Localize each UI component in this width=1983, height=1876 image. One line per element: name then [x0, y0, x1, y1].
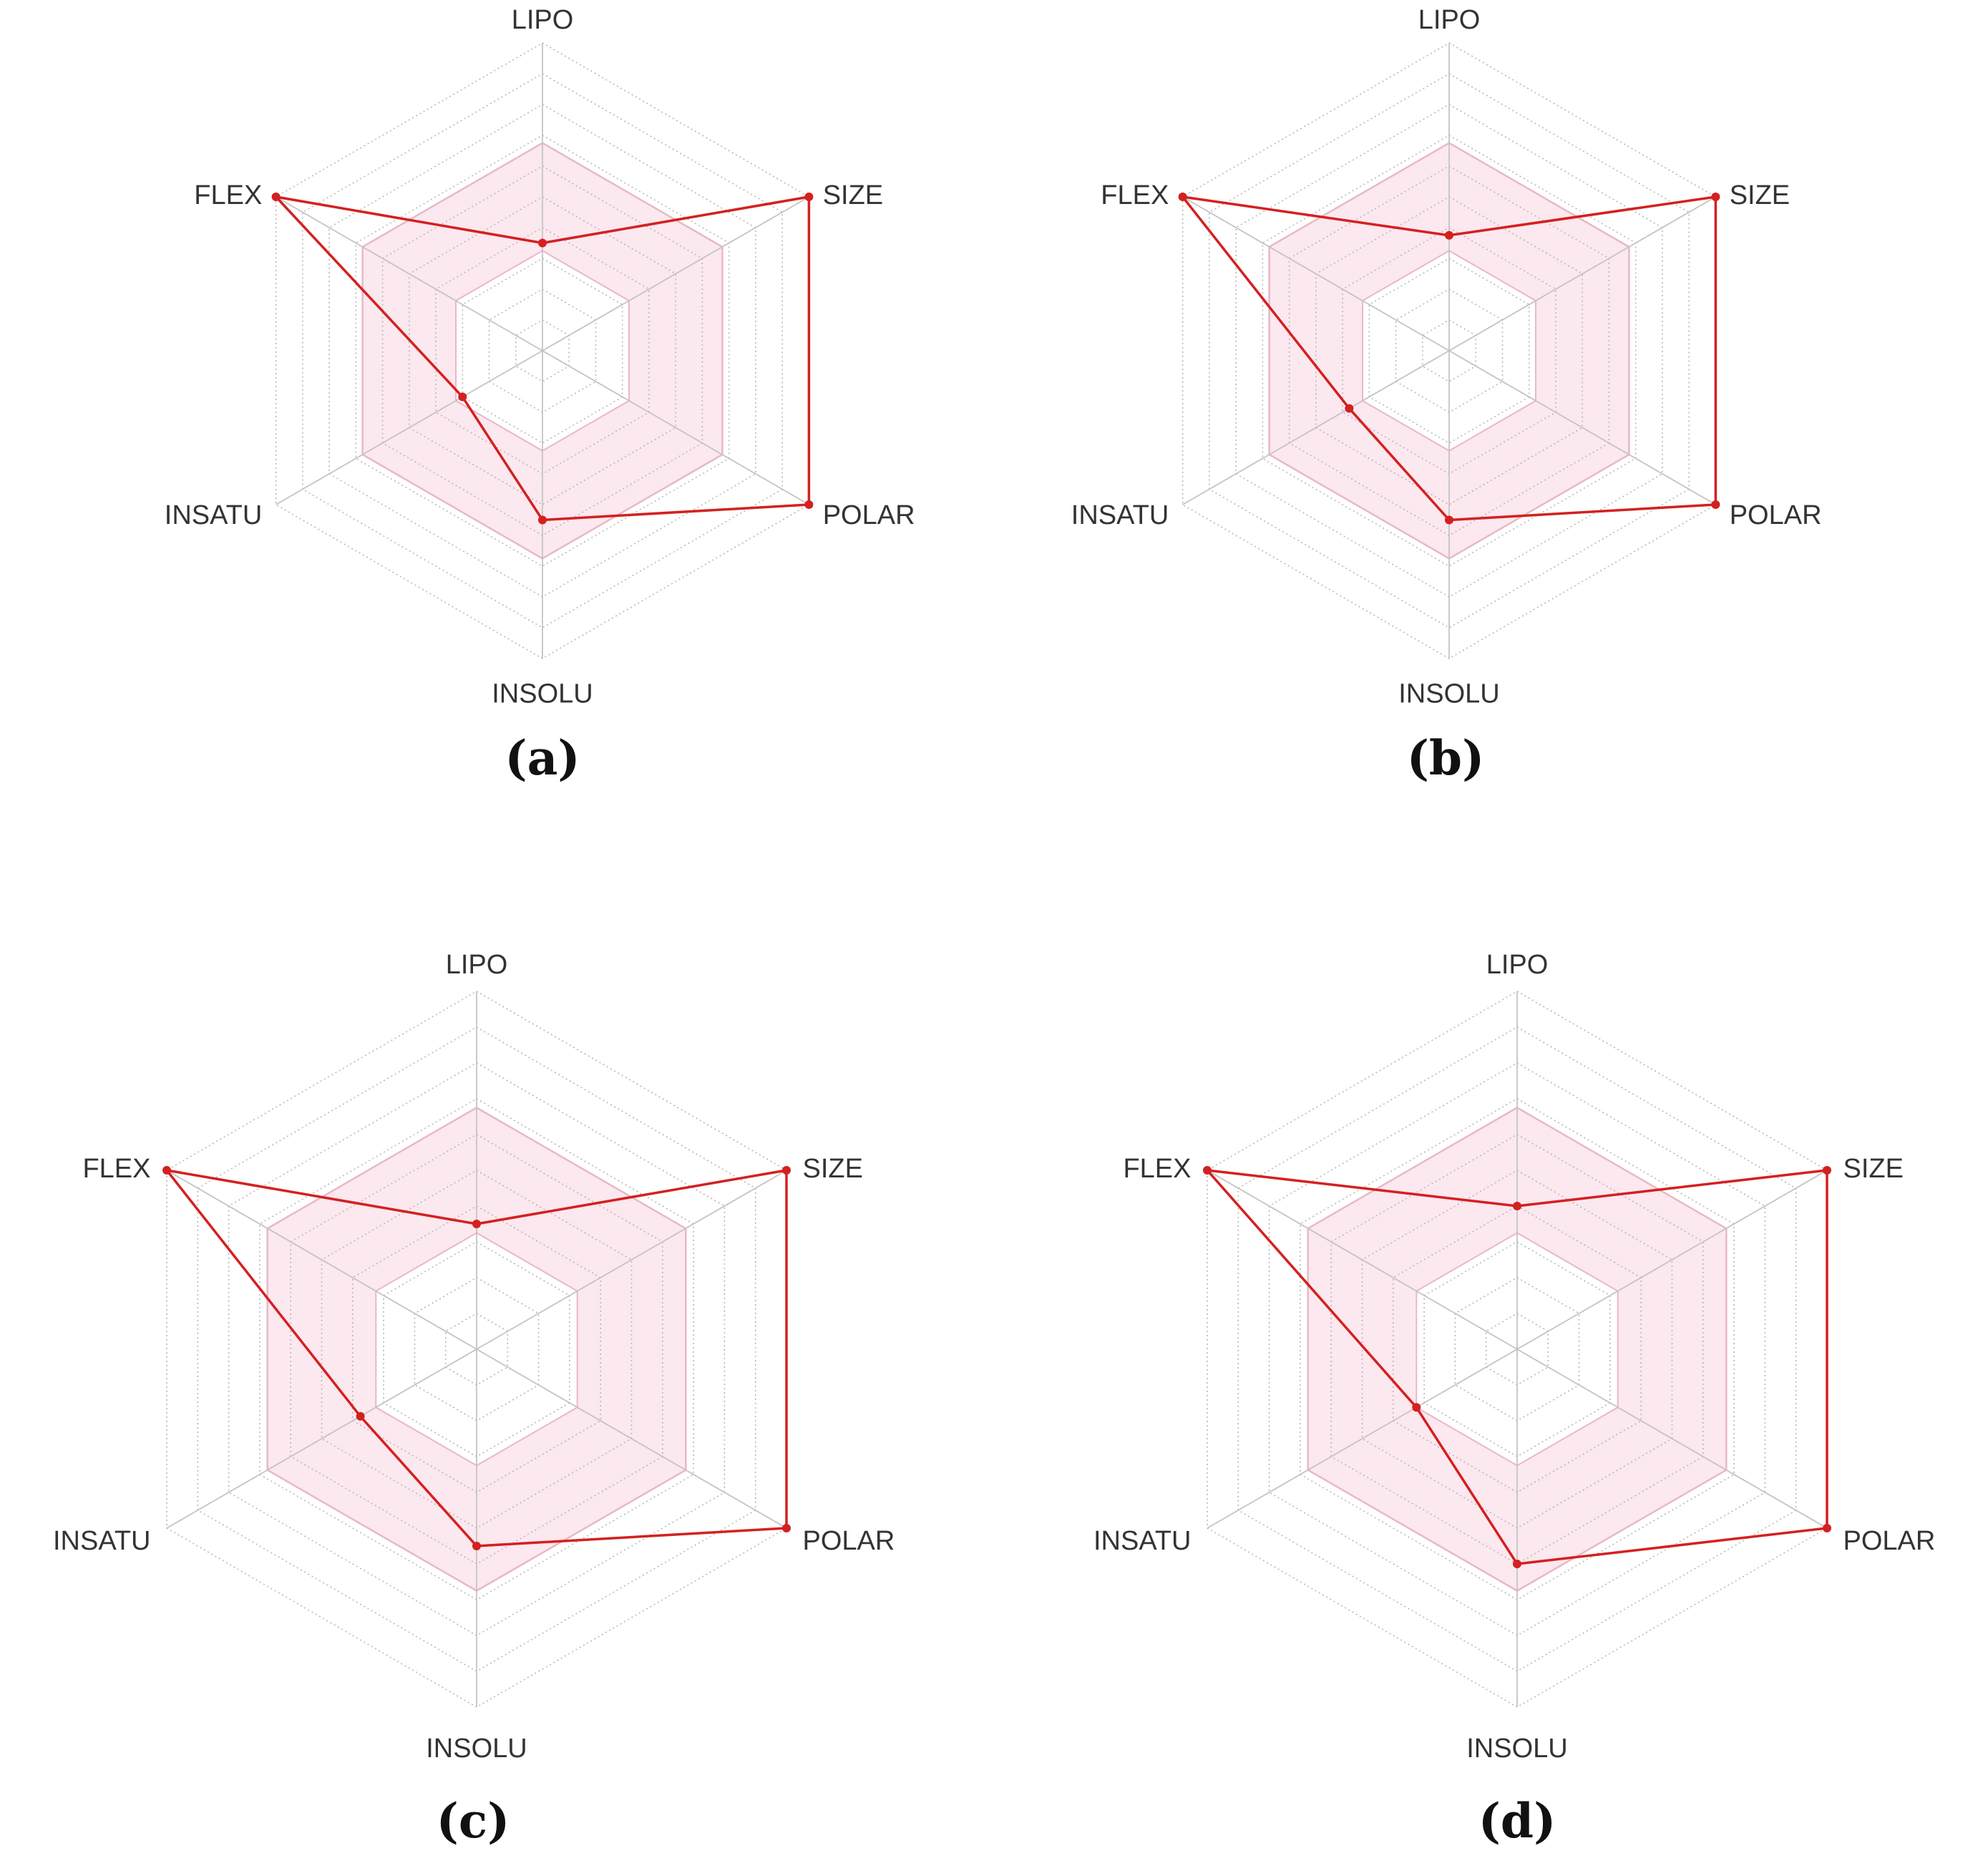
axis-label-insatu: INSATU [1071, 500, 1169, 530]
axis-spoke-flex [276, 196, 543, 351]
optimal-range-band [362, 142, 723, 559]
radar-panel-b: LIPO SIZE POLAR INSOLU INSATU FLEX (b) [991, 0, 1983, 816]
axis-label-lipo: LIPO [1486, 950, 1549, 980]
data-point-size [804, 193, 814, 201]
data-point-insatu [458, 392, 467, 402]
axis-label-insatu: INSATU [53, 1526, 151, 1556]
axis-label-flex: FLEX [194, 180, 262, 210]
grid-group [166, 991, 787, 1708]
radar-panel-a: LIPO SIZE POLAR INSOLU INSATU FLEX (a) [0, 0, 991, 816]
axis-spoke-insatu [166, 1348, 477, 1529]
axis-spoke-polar [542, 350, 809, 505]
data-point-insolu [1445, 515, 1453, 525]
axis-label-insolu: INSOLU [492, 679, 593, 709]
axis-label-flex: FLEX [82, 1154, 150, 1184]
axis-spoke-size [1448, 196, 1716, 351]
panel-caption-b: (b) [1406, 730, 1485, 786]
data-point-lipo [538, 238, 547, 248]
series-group [271, 193, 814, 525]
axis-label-lipo: LIPO [446, 950, 508, 980]
data-point-polar [1823, 1524, 1831, 1532]
axis-label-size: SIZE [823, 180, 883, 210]
data-point-size [782, 1166, 791, 1175]
radar-panel-c: LIPO SIZE POLAR INSOLU INSATU FLEX (c) [0, 816, 991, 1876]
data-point-insatu [356, 1411, 365, 1421]
data-point-size [1711, 193, 1720, 201]
axis-label-polar: POLAR [1730, 500, 1822, 530]
data-point-insolu [538, 515, 547, 525]
axis-spoke-insatu [1182, 350, 1450, 505]
optimal-range-band [1307, 1107, 1727, 1591]
data-point-flex [1178, 193, 1187, 201]
data-point-flex [1203, 1166, 1212, 1175]
data-point-polar [782, 1524, 791, 1532]
axis-label-size: SIZE [803, 1154, 863, 1184]
axis-label-insolu: INSOLU [426, 1734, 527, 1764]
axis-spoke-flex [166, 1170, 477, 1350]
panel-caption-d: (d) [1478, 1793, 1556, 1849]
optimal-range-band [1269, 142, 1629, 559]
axis-spoke-insatu [1207, 1348, 1518, 1529]
axis-label-lipo: LIPO [512, 5, 574, 35]
series-group [1178, 193, 1720, 525]
axis-label-polar: POLAR [823, 500, 915, 530]
radar-chart-b: LIPO SIZE POLAR INSOLU INSATU FLEX [1071, 5, 1822, 709]
axis-label-lipo: LIPO [1418, 5, 1481, 35]
axis-label-insatu: INSATU [1093, 1526, 1192, 1556]
axis-spoke-polar [1516, 1348, 1828, 1529]
data-point-flex [162, 1166, 171, 1175]
axis-label-insolu: INSOLU [1466, 1734, 1567, 1764]
data-point-lipo [472, 1220, 481, 1228]
grid-group [1207, 991, 1828, 1708]
axis-spoke-insatu [276, 350, 543, 505]
data-point-lipo [1445, 230, 1453, 240]
axis-spoke-polar [1448, 350, 1716, 505]
axis-spoke-size [1516, 1170, 1828, 1350]
data-point-size [1823, 1166, 1831, 1175]
data-point-insolu [472, 1542, 481, 1550]
axis-spoke-size [476, 1170, 787, 1350]
panel-caption-c: (c) [436, 1793, 510, 1849]
axis-label-polar: POLAR [803, 1526, 895, 1556]
axis-spoke-polar [476, 1348, 787, 1529]
radar-chart-d: LIPO SIZE POLAR INSOLU INSATU FLEX [1093, 950, 1936, 1764]
data-point-flex [271, 193, 281, 201]
axis-label-insolu: INSOLU [1398, 679, 1499, 709]
data-point-polar [804, 500, 814, 509]
grid-group [1181, 42, 1717, 659]
axis-label-size: SIZE [1730, 180, 1790, 210]
axis-label-polar: POLAR [1843, 1526, 1936, 1556]
axis-label-size: SIZE [1843, 1154, 1904, 1184]
axis-label-flex: FLEX [1101, 180, 1169, 210]
data-point-insatu [1412, 1403, 1421, 1412]
axis-spoke-flex [1207, 1170, 1518, 1350]
axis-spoke-size [542, 196, 809, 351]
radar-panel-d: LIPO SIZE POLAR INSOLU INSATU FLEX (d) [991, 816, 1983, 1876]
grid-group [275, 42, 810, 659]
data-point-lipo [1513, 1202, 1521, 1210]
axis-label-flex: FLEX [1123, 1154, 1191, 1184]
optimal-range-band [267, 1107, 686, 1591]
data-point-insolu [1513, 1560, 1521, 1568]
data-point-insatu [1345, 404, 1354, 413]
data-point-polar [1711, 500, 1720, 509]
series-group [1203, 1166, 1831, 1568]
panel-caption-a: (a) [505, 730, 580, 786]
radar-chart-a: LIPO SIZE POLAR INSOLU INSATU FLEX [165, 5, 915, 709]
radar-chart-c: LIPO SIZE POLAR INSOLU INSATU FLEX [53, 950, 895, 1764]
axis-label-insatu: INSATU [165, 500, 263, 530]
series-group [162, 1166, 791, 1550]
axis-spoke-flex [1182, 196, 1450, 351]
